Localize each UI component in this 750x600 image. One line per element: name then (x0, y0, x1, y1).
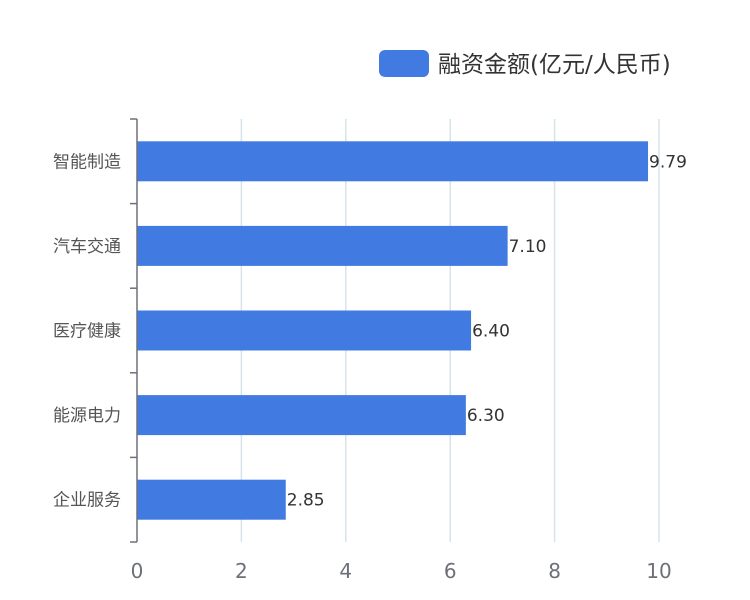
x-tick-label: 0 (131, 559, 144, 583)
bar[interactable] (137, 141, 649, 182)
bar-value-label: 9.79 (649, 152, 687, 172)
labels: 0 2 4 6 8 10 智能制造 9.79 汽车交通 7.10 医疗健康 6.40 能源电力 6.30 企… (53, 152, 687, 583)
bar-value-label: 2.85 (287, 491, 325, 511)
x-tick-label: 4 (339, 559, 352, 583)
y-category-label: 智能制造 (53, 152, 121, 172)
bar-series (137, 141, 649, 520)
bar[interactable] (137, 310, 472, 351)
y-category-label: 企业服务 (53, 491, 121, 511)
x-tick-label: 6 (444, 559, 457, 583)
x-tick-label: 2 (235, 559, 248, 583)
y-category-label: 汽车交通 (53, 237, 121, 257)
x-tick-label: 10 (646, 559, 671, 583)
legend[interactable]: 融资金额(亿元/人民币) (379, 50, 671, 78)
bar[interactable] (137, 225, 508, 266)
bar-value-label: 6.30 (467, 406, 505, 426)
bar-value-label: 6.40 (472, 322, 510, 342)
bar[interactable] (137, 395, 466, 436)
y-category-label: 医疗健康 (53, 322, 121, 342)
bar[interactable] (137, 479, 286, 520)
bar-value-label: 7.10 (509, 237, 547, 257)
y-category-label: 能源电力 (53, 406, 121, 426)
x-tick-label: 8 (548, 559, 561, 583)
axes (130, 118, 138, 543)
legend-label: 融资金额(亿元/人民币) (438, 52, 671, 78)
legend-swatch[interactable] (379, 50, 429, 77)
